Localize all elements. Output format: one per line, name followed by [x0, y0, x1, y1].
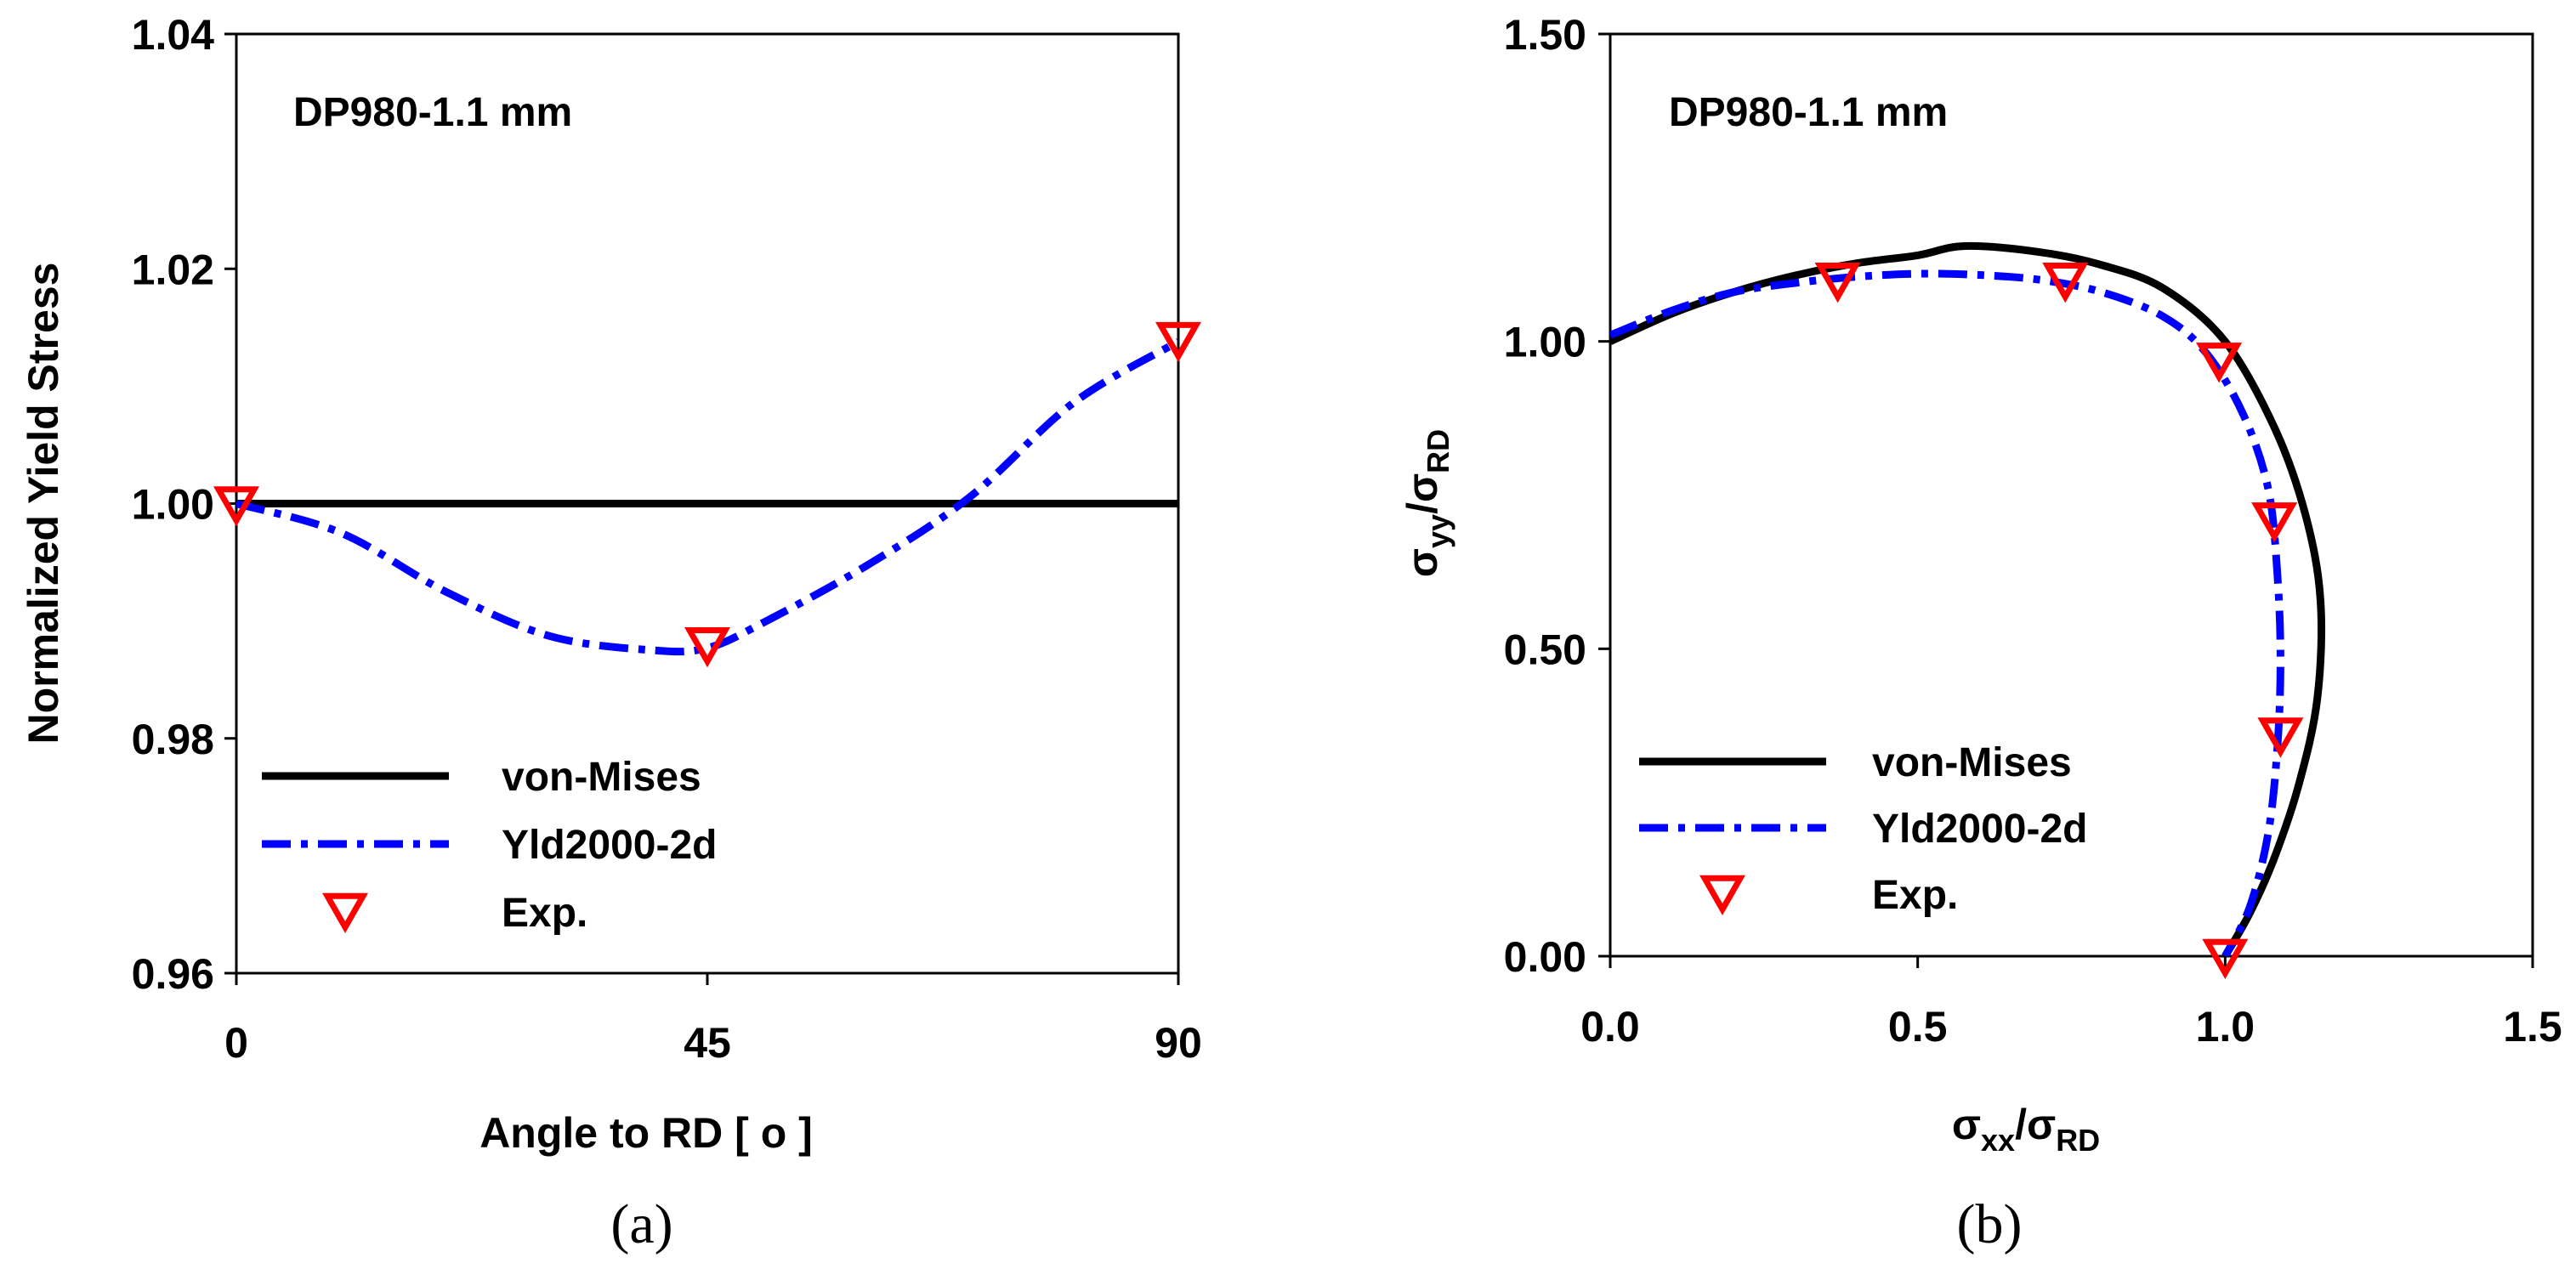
x-tick-label: 0.5 [1888, 1003, 1948, 1051]
panel-a: 0.96 0.98 1.00 1.02 1.04 0 45 90 DP980-1.1 mm Ang… [20, 11, 1202, 1255]
x-axis-label-part: /σ [2015, 1101, 2056, 1148]
y-axis-label-part: σ [1399, 548, 1446, 577]
legend-exp-marker-0 [321, 892, 369, 934]
x-tick-label: 1.0 [2196, 1003, 2255, 1051]
y-axis-label-sub: yy [1421, 514, 1455, 548]
y-axis-label-sub: RD [1421, 429, 1455, 473]
exp-point-4 [2257, 717, 2304, 758]
y-tick-label: 1.02 [132, 246, 214, 293]
exp-point-0 [213, 486, 260, 527]
panel-b: 0.00 0.50 1.00 1.50 0.0 0.5 1.0 1.5 DP980-1.1 mm… [1399, 11, 2562, 1255]
y-tick-label: 0.00 [1504, 933, 1586, 981]
exp-point-5 [2202, 938, 2249, 980]
x-tick-label: 0.0 [1580, 1003, 1640, 1051]
x-tick-label: 45 [684, 1019, 731, 1067]
x-tick-label: 0 [224, 1019, 248, 1067]
material-annotation: DP980-1.1 mm [293, 90, 572, 135]
exp-point-2 [1155, 321, 1202, 363]
y-axis-label-part: /σ [1399, 473, 1446, 514]
x-tick-label: 90 [1155, 1019, 1202, 1067]
x-axis-label-sub: xx [1981, 1123, 2015, 1158]
y-tick-label: 0.96 [132, 950, 214, 998]
legend-marker-exp [1699, 875, 1746, 916]
legend-label-exp: Exp. [502, 891, 587, 936]
exp-point-0 [1814, 263, 1861, 303]
panel-caption: (b) [1957, 1193, 2023, 1255]
x-axis-label: σxx/σRD [1952, 1101, 2100, 1158]
y-tick-label: 0.50 [1504, 626, 1586, 673]
x-axis-label: Angle to RD [ o ] [479, 1109, 813, 1157]
panel-caption: (a) [610, 1193, 672, 1255]
legend-label-yld2000-2d: Yld2000-2d [1872, 807, 2087, 852]
exp-point-1 [2042, 263, 2089, 303]
y-axis-label: Normalized Yield Stress [20, 263, 67, 745]
exp-point-1 [684, 626, 731, 668]
x-tick-label: 1.5 [2503, 1003, 2562, 1051]
legend-label-yld2000-2d: Yld2000-2d [502, 823, 717, 868]
legend-marker-exp [321, 892, 369, 934]
exp-point-3 [2251, 502, 2298, 543]
legend-label-von-mises: von-Mises [502, 755, 701, 800]
y-tick-label: 1.04 [132, 11, 215, 59]
y-tick-label: 1.00 [1504, 319, 1586, 366]
x-axis-label-sub: RD [2056, 1123, 2100, 1158]
y-tick-label: 1.00 [132, 481, 214, 529]
y-axis-label: σyy/σRD [1399, 429, 1455, 577]
legend-label-von-mises: von-Mises [1872, 740, 2072, 785]
y-tick-label: 0.98 [132, 716, 214, 763]
legend-label-exp: Exp. [1872, 873, 1958, 918]
material-annotation: DP980-1.1 mm [1669, 90, 1948, 135]
exp-point-2 [2196, 343, 2243, 383]
legend-exp-marker-0 [1699, 875, 1746, 916]
y-tick-label: 1.50 [1504, 11, 1586, 59]
series-von-mises-line [1610, 241, 2326, 956]
x-axis-label-part: σ [1952, 1101, 1981, 1148]
series-yld2000-2d-line [236, 338, 1178, 656]
plot-frame [1609, 32, 2534, 958]
